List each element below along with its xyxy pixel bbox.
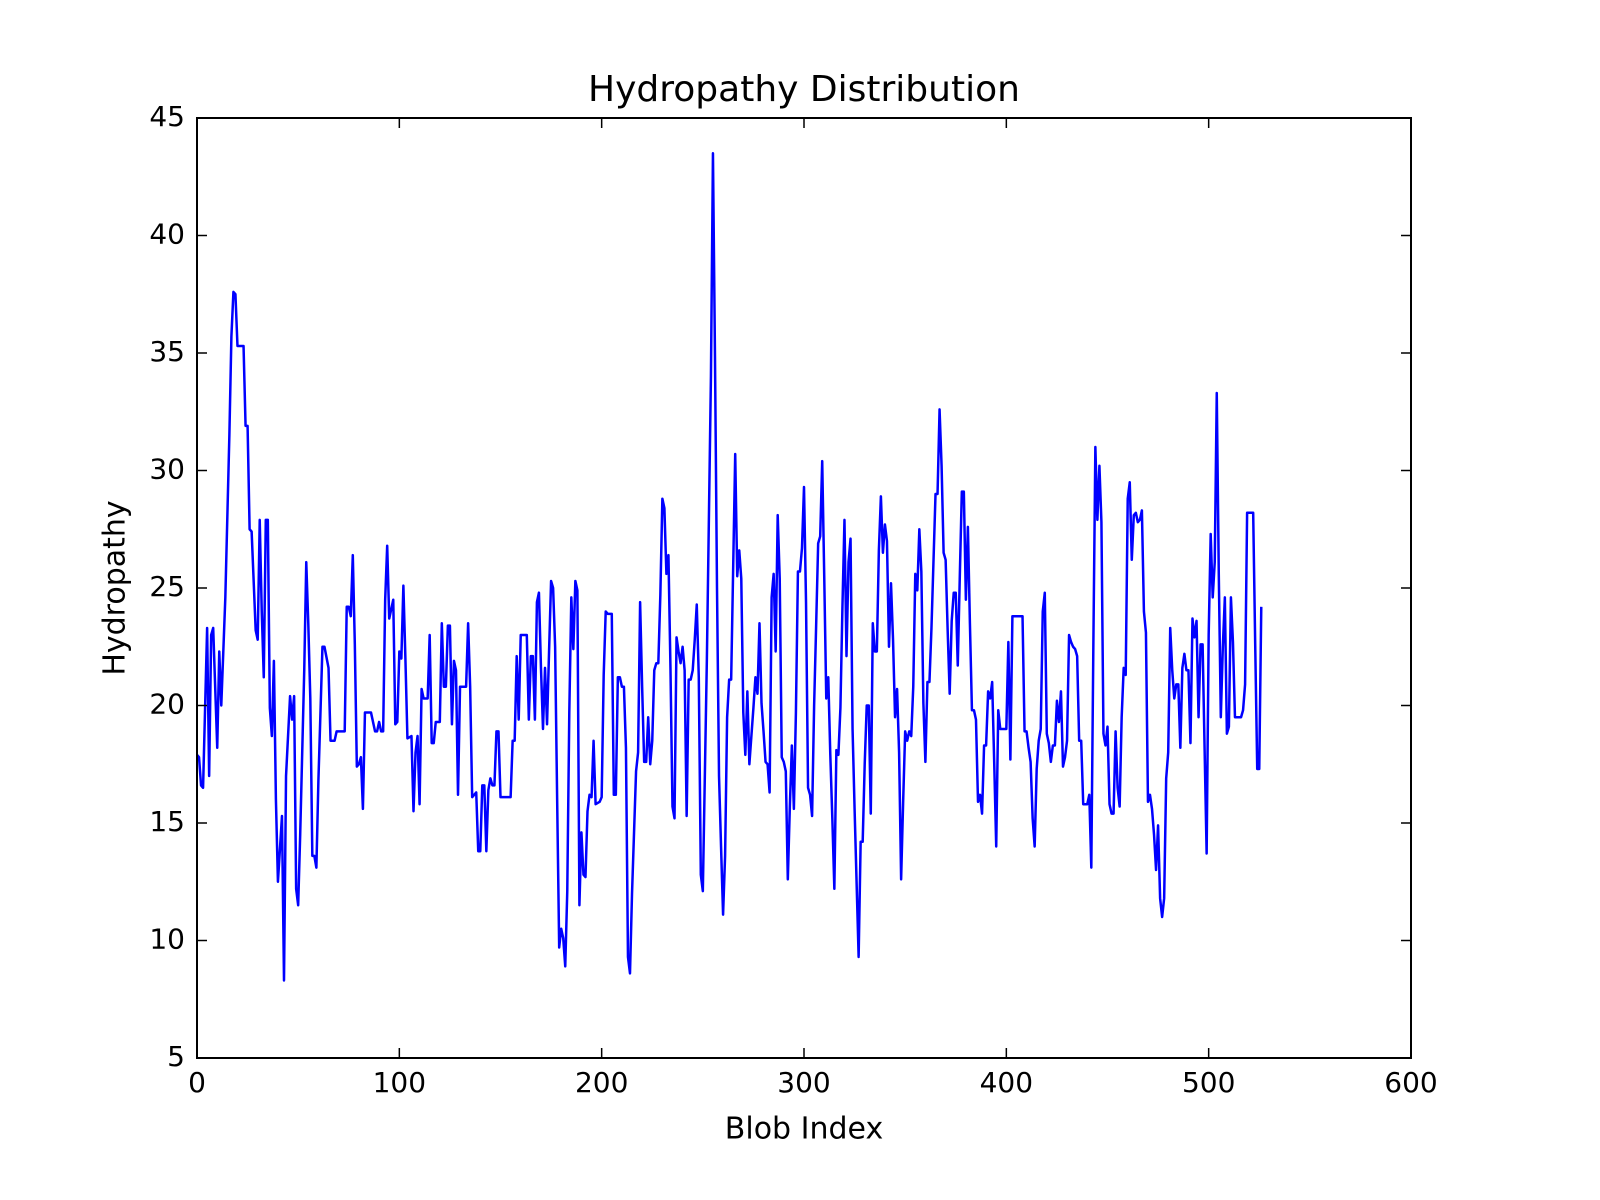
x-tick-label: 500 — [1182, 1066, 1235, 1099]
y-tick-label: 15 — [149, 805, 185, 838]
x-tick-label: 600 — [1384, 1066, 1437, 1099]
y-tick-label: 20 — [149, 688, 185, 721]
y-tick-label: 35 — [149, 335, 185, 368]
x-tick-label: 400 — [980, 1066, 1033, 1099]
y-tick-label: 45 — [149, 100, 185, 133]
y-axis-label: Hydropathy — [98, 500, 133, 675]
chart-title: Hydropathy Distribution — [588, 69, 1020, 110]
x-tick-label: 200 — [575, 1066, 628, 1099]
y-tick-label: 25 — [149, 570, 185, 603]
x-axis-label: Blob Index — [725, 1112, 883, 1147]
x-tick-label: 300 — [777, 1066, 830, 1099]
x-tick-label: 0 — [188, 1066, 206, 1099]
y-tick-label: 5 — [167, 1040, 185, 1073]
y-tick-label: 30 — [149, 453, 185, 486]
data-line — [196, 152, 1263, 982]
y-tick-label: 40 — [149, 218, 185, 251]
x-tick-label: 100 — [373, 1066, 426, 1099]
y-tick-label: 10 — [149, 923, 185, 956]
